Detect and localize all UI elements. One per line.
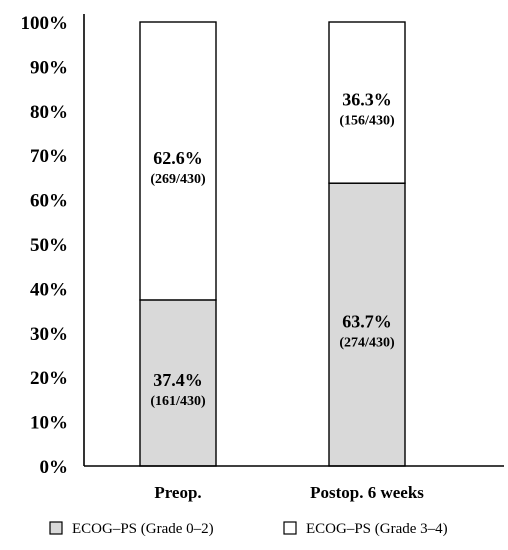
data-label: 36.3%: [342, 90, 392, 110]
legend-label: ECOG–PS (Grade 0–2): [72, 521, 214, 537]
legend-swatch: [49, 521, 63, 535]
y-tick-label: 80%: [30, 102, 68, 123]
x-tick-label: Preop.: [154, 483, 201, 502]
y-tick-label: 100%: [21, 13, 69, 34]
y-tick-label: 70%: [30, 146, 68, 167]
y-tick-label: 60%: [30, 191, 68, 212]
data-label: 63.7%: [342, 312, 392, 332]
bar-segment: [139, 21, 217, 301]
bar-segment: [139, 299, 217, 467]
y-tick-label: 20%: [30, 368, 68, 389]
count-label: (156/430): [339, 114, 395, 129]
y-tick-label: 30%: [30, 324, 68, 345]
count-label: (274/430): [339, 336, 395, 351]
legend-swatch: [283, 521, 297, 535]
y-tick-label: 10%: [30, 413, 68, 434]
y-tick-label: 50%: [30, 235, 68, 256]
y-tick-label: 0%: [40, 457, 69, 478]
x-tick-label: Postop. 6 weeks: [310, 483, 424, 502]
count-label: (269/430): [150, 172, 206, 187]
count-label: (161/430): [150, 394, 206, 409]
data-label: 37.4%: [153, 370, 203, 390]
y-tick-label: 90%: [30, 57, 68, 78]
y-tick-label: 40%: [30, 279, 68, 300]
bar-segment: [328, 21, 406, 184]
legend-label: ECOG–PS (Grade 3–4): [306, 521, 448, 537]
data-label: 62.6%: [153, 148, 203, 168]
